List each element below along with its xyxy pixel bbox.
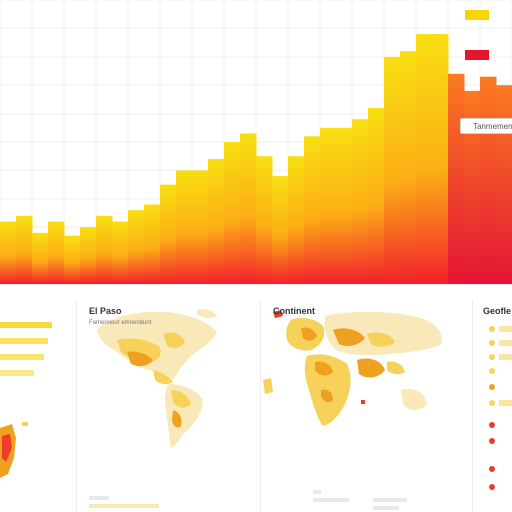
chart-bar[interactable] xyxy=(192,170,209,284)
chart-bar[interactable] xyxy=(336,127,353,284)
chart-bar[interactable] xyxy=(304,136,321,284)
legend-bar xyxy=(0,354,44,360)
legend-bullet xyxy=(489,422,495,428)
chart-bar[interactable] xyxy=(288,156,305,284)
chart-bar[interactable] xyxy=(208,159,225,284)
world-map xyxy=(263,310,443,426)
legend-bar xyxy=(499,340,512,346)
map-legend-item xyxy=(373,506,399,510)
legend-bar xyxy=(499,354,512,360)
chart-bar[interactable] xyxy=(368,107,385,284)
panel-left-partial[interactable] xyxy=(0,300,76,512)
chart-bar[interactable] xyxy=(176,170,193,284)
chart-bar[interactable] xyxy=(144,204,161,284)
chart-bar[interactable] xyxy=(464,90,481,284)
legend-bullet xyxy=(489,384,495,390)
chart-bar[interactable] xyxy=(352,119,369,284)
main-bar-chart: Tanmemen ia xyxy=(0,0,512,284)
legend-bullet xyxy=(489,438,495,444)
chart-bar[interactable] xyxy=(64,235,81,284)
legend-swatch-yellow[interactable] xyxy=(465,10,489,20)
panel-subtitle: Famenneur emnenbunt xyxy=(89,320,152,326)
bar-chart-canvas xyxy=(0,0,512,284)
chart-bar[interactable] xyxy=(0,221,17,284)
legend-bar xyxy=(0,322,52,328)
legend-bar xyxy=(0,370,34,376)
panel-right-partial[interactable]: Geofle xyxy=(472,300,512,512)
legend-bullet xyxy=(489,354,495,360)
map-legend-item xyxy=(89,504,159,508)
chart-bar[interactable] xyxy=(160,184,177,284)
chart-bar[interactable] xyxy=(96,215,113,284)
mini-map-fragment xyxy=(0,422,28,478)
panel-title: Geofle xyxy=(483,306,512,316)
chart-bar[interactable] xyxy=(80,227,97,284)
legend-tooltip: Tanmemen ia xyxy=(460,118,512,134)
chart-bar[interactable] xyxy=(48,221,65,284)
chart-bar[interactable] xyxy=(240,133,257,284)
map-legend-item xyxy=(373,498,407,502)
legend-bullet xyxy=(489,466,495,472)
chart-bar[interactable] xyxy=(272,176,289,284)
legend-bullet xyxy=(489,368,495,374)
chart-bar[interactable] xyxy=(256,156,273,284)
legend-bar xyxy=(499,326,512,332)
panel-title: Continent xyxy=(273,306,315,316)
map-legend-item xyxy=(89,496,109,500)
legend-bullet xyxy=(489,400,495,406)
section-divider xyxy=(0,284,512,285)
legend-bar xyxy=(499,400,512,406)
americas-map xyxy=(97,309,217,448)
chart-bar[interactable] xyxy=(320,127,337,284)
map-legend-item xyxy=(313,498,349,502)
map-legend-item xyxy=(313,490,321,494)
panel-el-paso[interactable]: El Paso Famenneur emnenbunt xyxy=(76,300,260,512)
chart-bar[interactable] xyxy=(32,232,49,284)
chart-bar[interactable] xyxy=(448,73,465,284)
chart-bar[interactable] xyxy=(480,76,497,284)
legend-bullet xyxy=(489,340,495,346)
legend-bullet xyxy=(489,326,495,332)
chart-bar[interactable] xyxy=(384,56,401,284)
chart-bar[interactable] xyxy=(16,215,33,284)
panel-title: El Paso xyxy=(89,306,122,316)
legend-bullet xyxy=(489,484,495,490)
chart-bar[interactable] xyxy=(112,221,129,284)
chart-bar[interactable] xyxy=(496,85,512,284)
panel-continent[interactable]: Continent xyxy=(260,300,460,512)
chart-bar[interactable] xyxy=(224,142,241,284)
legend-bar xyxy=(0,338,48,344)
chart-bar[interactable] xyxy=(416,34,433,284)
chart-bar[interactable] xyxy=(432,34,449,284)
chart-bar[interactable] xyxy=(400,51,417,284)
chart-bar[interactable] xyxy=(128,210,145,284)
legend-swatch-red[interactable] xyxy=(465,50,489,60)
